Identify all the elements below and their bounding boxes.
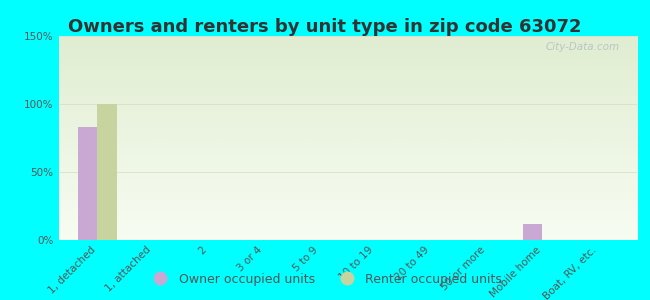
Bar	[98, 104, 117, 240]
Legend: Owner occupied units, Renter occupied units: Owner occupied units, Renter occupied un…	[143, 268, 507, 291]
Text: City-Data.com: City-Data.com	[545, 42, 619, 52]
Bar	[78, 127, 98, 240]
Text: Owners and renters by unit type in zip code 63072: Owners and renters by unit type in zip c…	[68, 18, 582, 36]
Bar	[523, 224, 543, 240]
